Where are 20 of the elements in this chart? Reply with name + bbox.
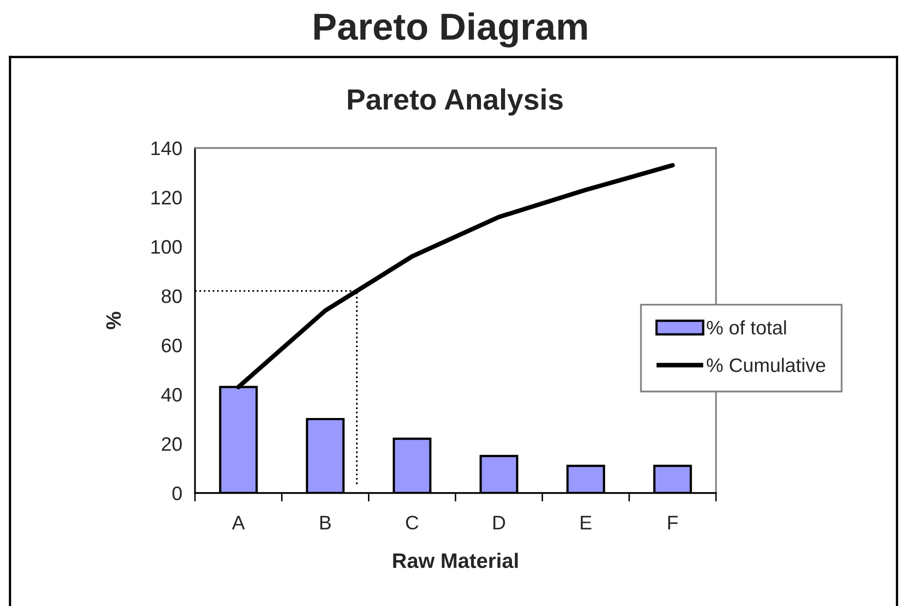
y-axis-title: % <box>106 312 121 330</box>
x-tick-label: A <box>232 516 245 530</box>
y-tick-label: 20 <box>162 437 182 451</box>
x-tick-label: D <box>493 516 506 530</box>
chart-subtitle: Pareto Analysis <box>348 88 563 116</box>
y-tick-label: 80 <box>162 289 182 304</box>
chart-title: Pareto Diagram <box>314 12 587 48</box>
legend-label: % of total <box>706 320 786 335</box>
x-tick-label: C <box>406 516 418 530</box>
y-tick-label: 120 <box>152 190 182 205</box>
y-tick-label: 60 <box>162 338 182 352</box>
x-tick-label: B <box>320 516 331 530</box>
x-axis-title: Raw Material <box>393 552 518 568</box>
y-tick-label: 0 <box>172 486 182 500</box>
x-tick-label: F <box>668 516 678 530</box>
y-tick-label: 100 <box>152 240 182 254</box>
y-tick-label: 140 <box>152 141 182 156</box>
legend-label: % Cumulative <box>706 358 826 372</box>
y-tick-label: 40 <box>161 388 182 402</box>
x-tick-label: E <box>580 516 592 530</box>
